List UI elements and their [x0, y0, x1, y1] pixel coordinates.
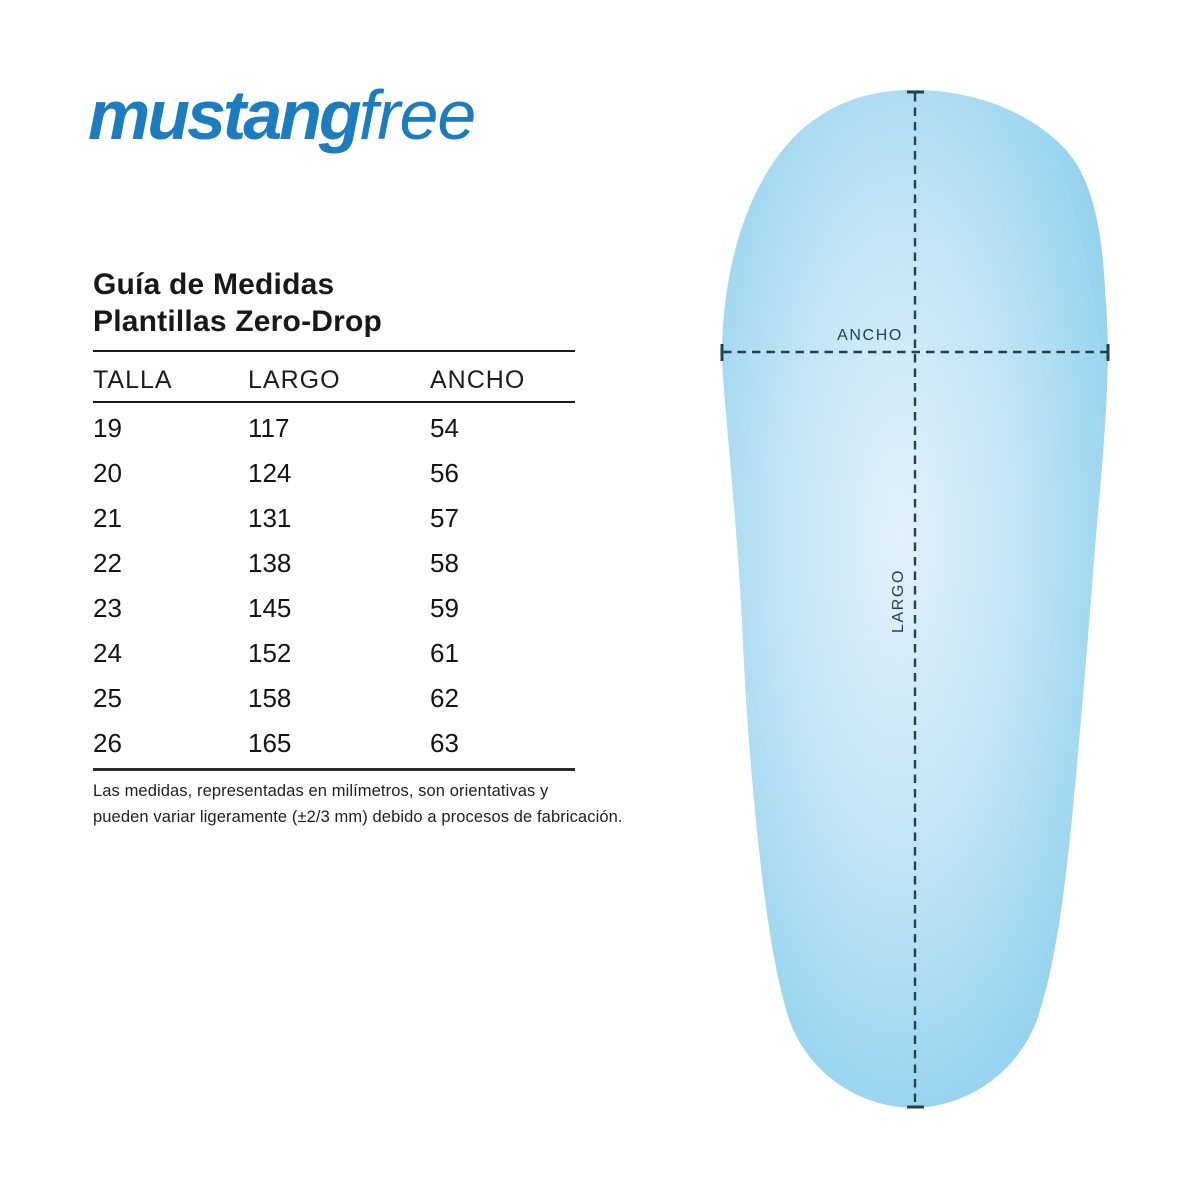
column-header-talla: TALLA — [93, 366, 173, 394]
cell-talla: 23 — [93, 593, 122, 623]
cell-ancho: 54 — [430, 413, 459, 443]
cell-largo: 152 — [248, 638, 292, 668]
table-row: 24 152 61 — [93, 631, 575, 676]
table-row: 25 158 62 — [93, 676, 575, 721]
cell-talla: 20 — [93, 458, 122, 488]
table-row: 19 117 54 — [93, 406, 575, 451]
cell-ancho: 63 — [430, 728, 459, 758]
brand-logo-free: free — [358, 76, 477, 154]
cell-talla: 21 — [93, 503, 122, 533]
cell-talla: 19 — [93, 413, 122, 443]
page-title: Guía de Medidas Plantillas Zero-Drop — [93, 266, 382, 340]
cell-ancho: 57 — [430, 503, 459, 533]
brand-logo-mustang: mustang — [88, 76, 362, 154]
cell-largo: 165 — [248, 728, 292, 758]
insole-shape — [722, 90, 1108, 1108]
table-row: 21 131 57 — [93, 496, 575, 541]
size-table: 19 117 54 20 124 56 21 131 57 22 138 58 … — [93, 406, 575, 766]
footnote: Las medidas, representadas en milímetros… — [93, 779, 623, 830]
footnote-line1: Las medidas, representadas en milímetros… — [93, 782, 549, 800]
divider-title — [93, 350, 575, 352]
cell-largo: 124 — [248, 458, 292, 488]
cell-ancho: 59 — [430, 593, 459, 623]
column-header-largo: LARGO — [248, 366, 341, 394]
cell-ancho: 62 — [430, 683, 459, 713]
cell-largo: 158 — [248, 683, 292, 713]
cell-ancho: 61 — [430, 638, 459, 668]
length-label: LARGO — [890, 569, 907, 633]
cell-talla: 22 — [93, 548, 122, 578]
cell-largo: 138 — [248, 548, 292, 578]
table-row: 26 165 63 — [93, 721, 575, 766]
table-row: 20 124 56 — [93, 451, 575, 496]
cell-talla: 25 — [93, 683, 122, 713]
page-title-line2: Plantillas Zero-Drop — [93, 305, 383, 338]
cell-talla: 26 — [93, 728, 122, 758]
column-header-ancho: ANCHO — [430, 366, 526, 394]
cell-talla: 24 — [93, 638, 122, 668]
cell-ancho: 58 — [430, 548, 459, 578]
cell-largo: 145 — [248, 593, 292, 623]
page-title-line1: Guía de Medidas — [93, 268, 335, 301]
cell-largo: 131 — [248, 503, 292, 533]
table-header-row: TALLA LARGO ANCHO — [93, 360, 575, 401]
footnote-line2: pueden variar ligeramente (±2/3 mm) debi… — [93, 807, 623, 826]
cell-largo: 117 — [248, 413, 290, 443]
divider-header — [93, 401, 575, 403]
divider-footnote — [93, 768, 575, 771]
width-label: ANCHO — [837, 327, 903, 344]
cell-ancho: 56 — [430, 458, 459, 488]
table-row: 22 138 58 — [93, 541, 575, 586]
table-row: 23 145 59 — [93, 586, 575, 631]
brand-logo: mustangfree — [88, 76, 477, 154]
